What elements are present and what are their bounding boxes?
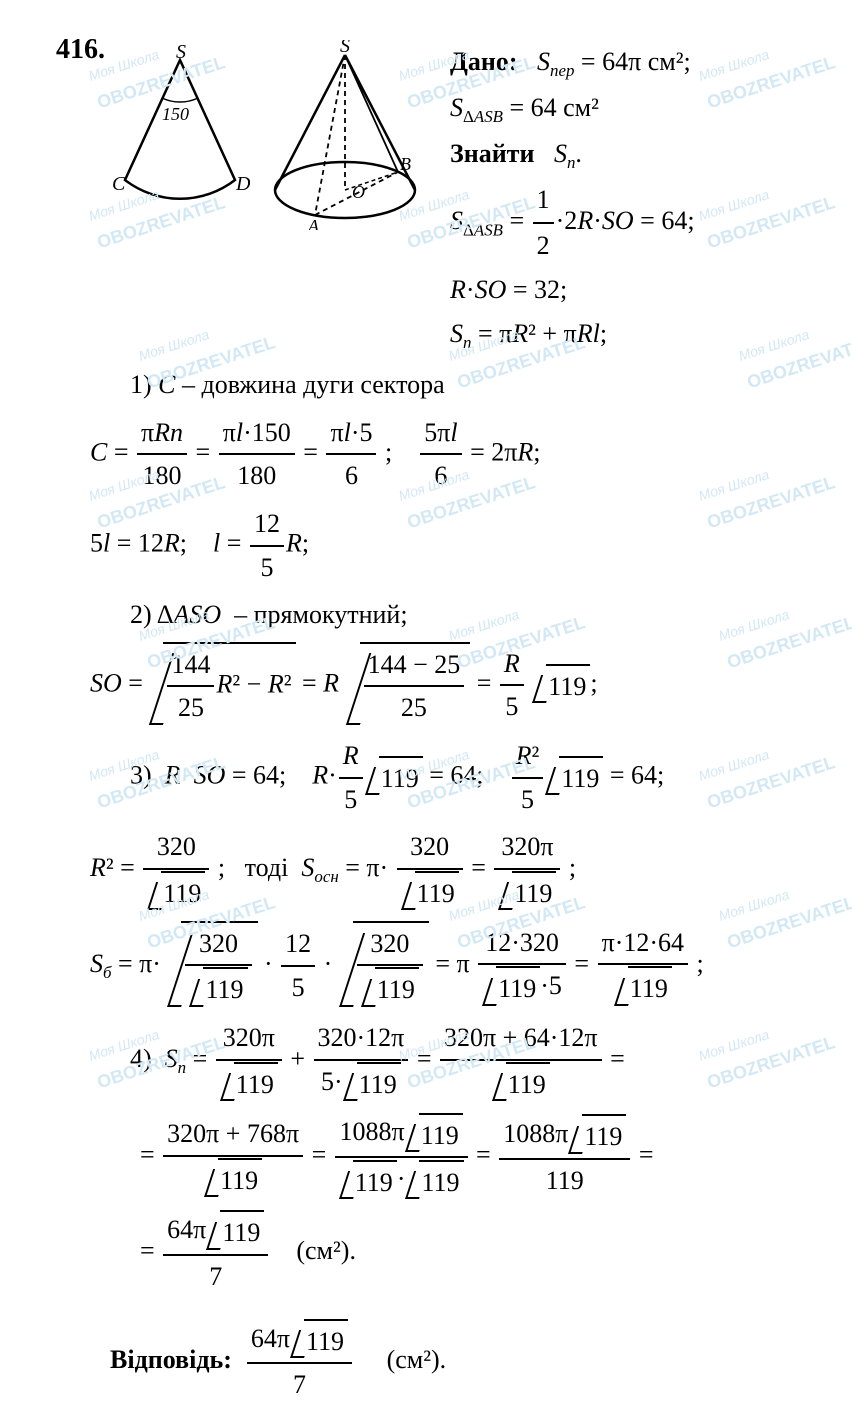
- find-label: Знайти: [450, 139, 534, 168]
- label-O: O: [352, 182, 365, 202]
- label-C: C: [112, 173, 126, 195]
- figure-sector: S 150 C D: [110, 40, 250, 210]
- given-label: Дано:: [450, 47, 518, 76]
- answer-row: Відповідь: 64π1197 (см²).: [110, 1318, 802, 1406]
- unit-1: (см²).: [296, 1236, 356, 1265]
- label-A: A: [307, 216, 320, 230]
- given-line-3: Знайти Sп.: [450, 132, 695, 178]
- step1-label: 1): [130, 370, 152, 399]
- given-line-4: SΔASB = 12·2R·SO = 64;: [450, 178, 695, 268]
- step4-eq2: = 320π + 768π119 = 1088π119119·119 = 108…: [140, 1111, 802, 1203]
- step3-eq2: R² = 320119 ; тоді Sосн = π· 320119 = 32…: [90, 826, 802, 914]
- step2-heading: 2) ΔASO – прямокутний;: [130, 594, 802, 636]
- top-row: S 150 C D S O B A: [110, 40, 802, 358]
- step4-eq3: = 64π1197 (см²).: [140, 1209, 802, 1297]
- label-S1: S: [176, 41, 186, 63]
- unit-2: (см²).: [387, 1345, 447, 1374]
- figure-cone: S O B A: [260, 40, 430, 230]
- step1-eq1: C = πRn180 = πl·150180 = πl·56 ; 5πl6 = …: [90, 412, 802, 497]
- step1-heading: 1) C – C – довжина дуги секторадовжина д…: [130, 364, 802, 406]
- step3-then: тоді: [245, 853, 289, 882]
- given-line-1: Дано: Sпер = 64π см²;: [450, 40, 695, 86]
- given-line-5: R·SO = 32;: [450, 268, 695, 312]
- step4-label: 4): [130, 1044, 152, 1073]
- given-line-6: Sп = πR² + πRl;: [450, 312, 695, 358]
- step4-eq1: 4) Sп = 320π119 + 320·12π5·119 = 320π + …: [130, 1017, 802, 1105]
- label-D: D: [235, 173, 250, 195]
- step3-eq1: 3) R SO = 64; R·R5119 = 64; R²5119 = 64;: [130, 735, 802, 820]
- step2-eq: SO = 14425R² − R² = R 144 − 2525 = R5 11…: [90, 642, 802, 729]
- given-block: Дано: Sпер = 64π см²; SΔASB = 64 см² Зна…: [450, 40, 695, 358]
- problem-number: 416.: [56, 28, 105, 73]
- label-B: B: [400, 154, 411, 174]
- given-line-2: SΔASB = 64 см²: [450, 86, 695, 132]
- step2-label: 2): [130, 600, 152, 629]
- figures: S 150 C D S O B A: [110, 40, 430, 230]
- step3-eq3: Sб = π· 320119 · 125 · 320119 = π 12·320…: [90, 921, 802, 1011]
- step1-eq2: 5l = 12R; l = 125R;: [90, 503, 802, 588]
- label-angle: 150: [162, 104, 189, 124]
- label-S2: S: [340, 40, 350, 57]
- step3-label: 3): [130, 761, 152, 790]
- answer-label: Відповідь:: [110, 1345, 232, 1374]
